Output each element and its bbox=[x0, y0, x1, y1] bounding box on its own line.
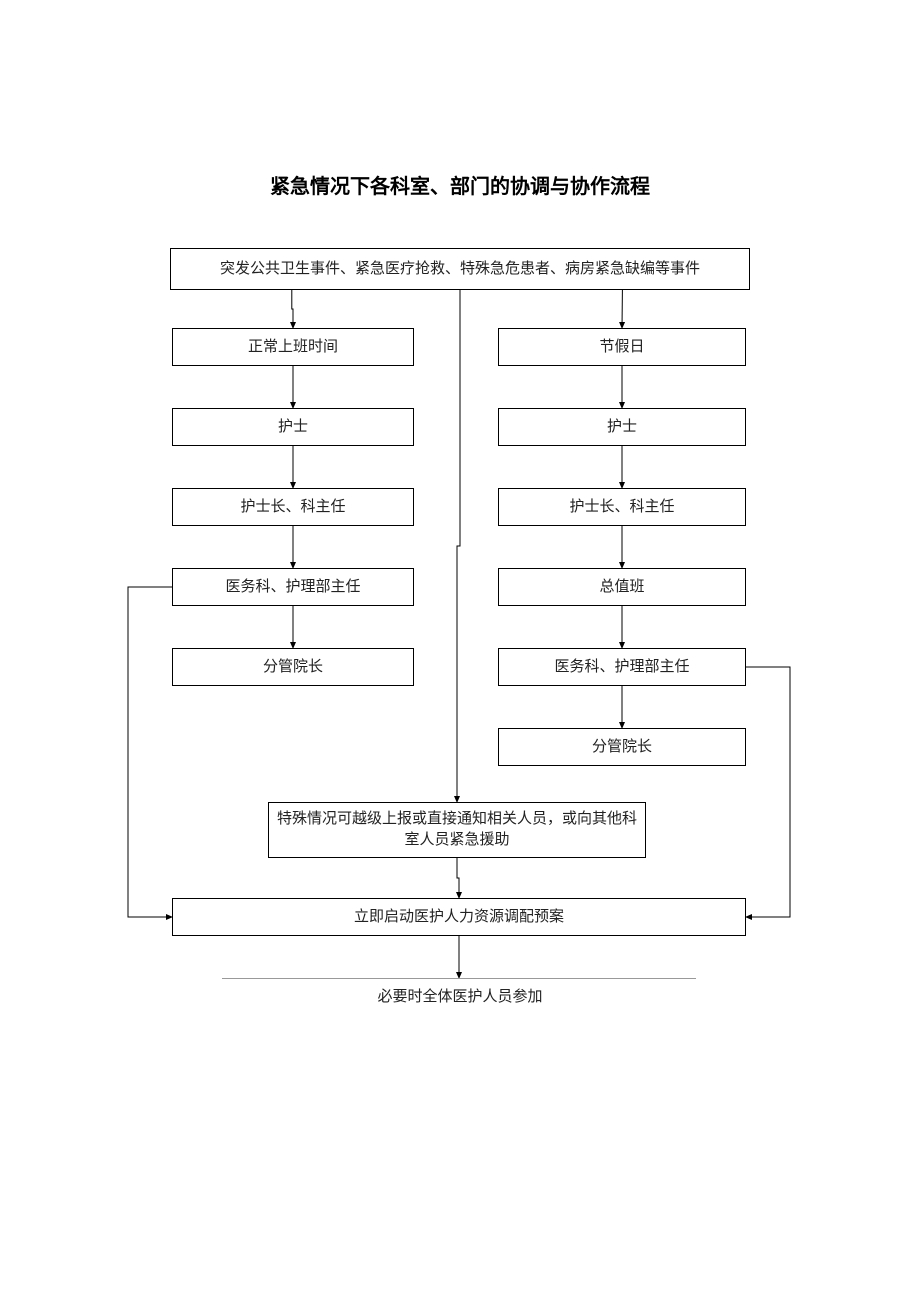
node-right_vp: 分管院长 bbox=[498, 728, 746, 766]
node-plan: 立即启动医护人力资源调配预案 bbox=[172, 898, 746, 936]
node-left_head: 护士长、科主任 bbox=[172, 488, 414, 526]
node-special: 特殊情况可越级上报或直接通知相关人员，或向其他科室人员紧急援助 bbox=[268, 802, 646, 858]
node-right_duty: 总值班 bbox=[498, 568, 746, 606]
page-title: 紧急情况下各科室、部门的协调与协作流程 bbox=[0, 170, 920, 199]
node-left_dept: 医务科、护理部主任 bbox=[172, 568, 414, 606]
node-left_vp: 分管院长 bbox=[172, 648, 414, 686]
node-left_nurse: 护士 bbox=[172, 408, 414, 446]
node-right_dept: 医务科、护理部主任 bbox=[498, 648, 746, 686]
footer-divider bbox=[222, 978, 696, 979]
node-left_time: 正常上班时间 bbox=[172, 328, 414, 366]
node-right_time: 节假日 bbox=[498, 328, 746, 366]
node-right_nurse: 护士 bbox=[498, 408, 746, 446]
footer-caption: 必要时全体医护人员参加 bbox=[300, 985, 620, 1006]
node-top_event: 突发公共卫生事件、紧急医疗抢救、特殊急危患者、病房紧急缺编等事件 bbox=[170, 248, 750, 290]
node-right_head: 护士长、科主任 bbox=[498, 488, 746, 526]
